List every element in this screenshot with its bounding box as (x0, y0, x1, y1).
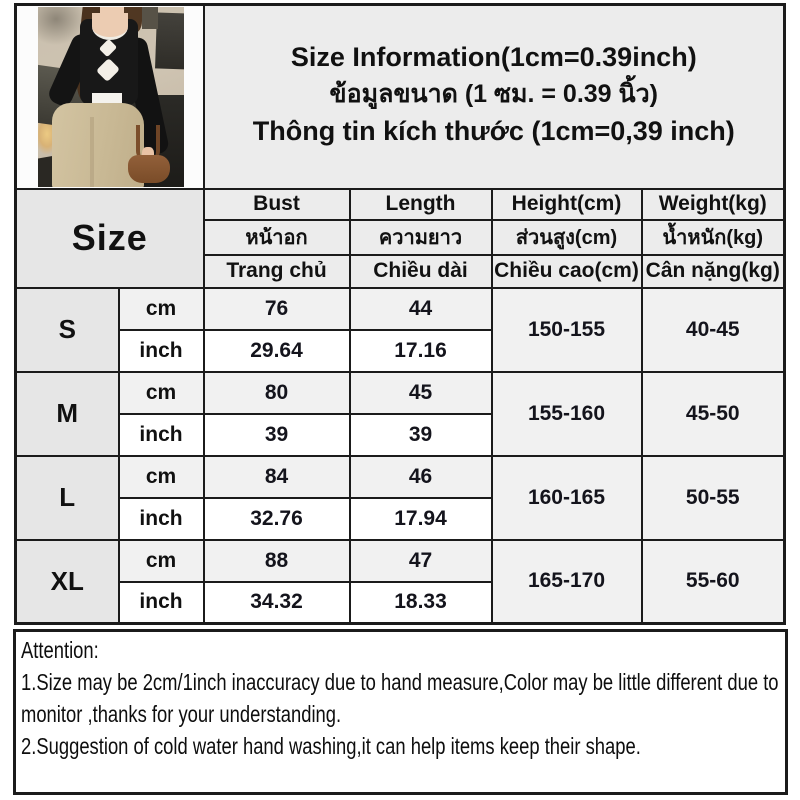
l-bust-inch: 32.76 (202, 496, 351, 541)
s-bust-cm: 76 (202, 286, 351, 331)
m-weight-range: 45-50 (640, 370, 786, 457)
header-weight-vi: Cân nặng(kg) (640, 253, 786, 289)
unit-inch-label: inch (117, 328, 205, 373)
size-label-s: S (14, 286, 120, 373)
m-bust-cm: 80 (202, 370, 351, 415)
photo-pants-fold (90, 116, 94, 187)
xl-length-inch: 18.33 (348, 580, 493, 625)
unit-cm-label: cm (117, 454, 205, 499)
attention-note-2: 2.Suggestion of cold water hand washing,… (21, 733, 641, 759)
m-height-range: 155-160 (490, 370, 643, 457)
title-cell: Size Information(1cm=0.39inch) ข้อมูลขนา… (202, 3, 786, 190)
l-height-range: 160-165 (490, 454, 643, 541)
header-height-th: ส่วนสูง(cm) (490, 218, 643, 256)
s-height-range: 150-155 (490, 286, 643, 373)
attention-box: Attention: 1.Size may be 2cm/1inch inacc… (13, 629, 788, 795)
s-length-inch: 17.16 (348, 328, 493, 373)
header-length-th: ความยาว (348, 218, 493, 256)
size-label-m: M (14, 370, 120, 457)
photo-neckline (92, 12, 128, 40)
title-vietnamese: Thông tin kích thước (1cm=0,39 inch) (252, 115, 735, 146)
photo-brown-bag (128, 154, 170, 183)
unit-inch-label: inch (117, 496, 205, 541)
header-height-en: Height(cm) (490, 187, 643, 221)
l-length-inch: 17.94 (348, 496, 493, 541)
header-height-vi: Chiều cao(cm) (490, 253, 643, 289)
header-bust-th: หน้าอก (202, 218, 351, 256)
header-bust-vi: Trang chủ (202, 253, 351, 289)
photo-wall-art (155, 12, 184, 70)
size-chart-table: Size Information(1cm=0.39inch) ข้อมูลขนา… (14, 3, 787, 625)
attention-text: Attention: 1.Size may be 2cm/1inch inacc… (21, 634, 785, 762)
header-weight-en: Weight(kg) (640, 187, 786, 221)
l-bust-cm: 84 (202, 454, 351, 499)
l-weight-range: 50-55 (640, 454, 786, 541)
unit-inch-label: inch (117, 412, 205, 457)
title-english: Size Information(1cm=0.39inch) (290, 41, 697, 72)
unit-cm-label: cm (117, 370, 205, 415)
xl-height-range: 165-170 (490, 538, 643, 625)
product-photo-cell (14, 3, 205, 190)
size-label-xl: XL (14, 538, 120, 625)
title-thai: ข้อมูลขนาด (1 ซม. = 0.39 นิ้ว) (329, 79, 658, 108)
unit-cm-label: cm (117, 538, 205, 583)
xl-weight-range: 55-60 (640, 538, 786, 625)
l-length-cm: 46 (348, 454, 493, 499)
attention-heading: Attention: (21, 637, 99, 663)
header-bust-en: Bust (202, 187, 351, 221)
xl-length-cm: 47 (348, 538, 493, 583)
m-length-cm: 45 (348, 370, 493, 415)
size-label-l: L (14, 454, 120, 541)
photo-bag-strap (136, 124, 160, 161)
unit-cm-label: cm (117, 286, 205, 331)
s-bust-inch: 29.64 (202, 328, 351, 373)
attention-note-1: 1.Size may be 2cm/1inch inaccuracy due t… (21, 669, 779, 727)
unit-inch-label: inch (117, 580, 205, 625)
title-block: Size Information(1cm=0.39inch) ข้อมูลขนา… (206, 38, 783, 156)
product-photo (38, 6, 184, 187)
xl-bust-inch: 34.32 (202, 580, 351, 625)
header-length-vi: Chiều dài (348, 253, 493, 289)
header-weight-th: น้ำหนัก(kg) (640, 218, 786, 256)
xl-bust-cm: 88 (202, 538, 351, 583)
photo-wall-art-2 (142, 6, 158, 29)
m-length-inch: 39 (348, 412, 493, 457)
header-length-en: Length (348, 187, 493, 221)
s-weight-range: 40-45 (640, 286, 786, 373)
s-length-cm: 44 (348, 286, 493, 331)
m-bust-inch: 39 (202, 412, 351, 457)
size-column-header: Size (14, 187, 205, 289)
